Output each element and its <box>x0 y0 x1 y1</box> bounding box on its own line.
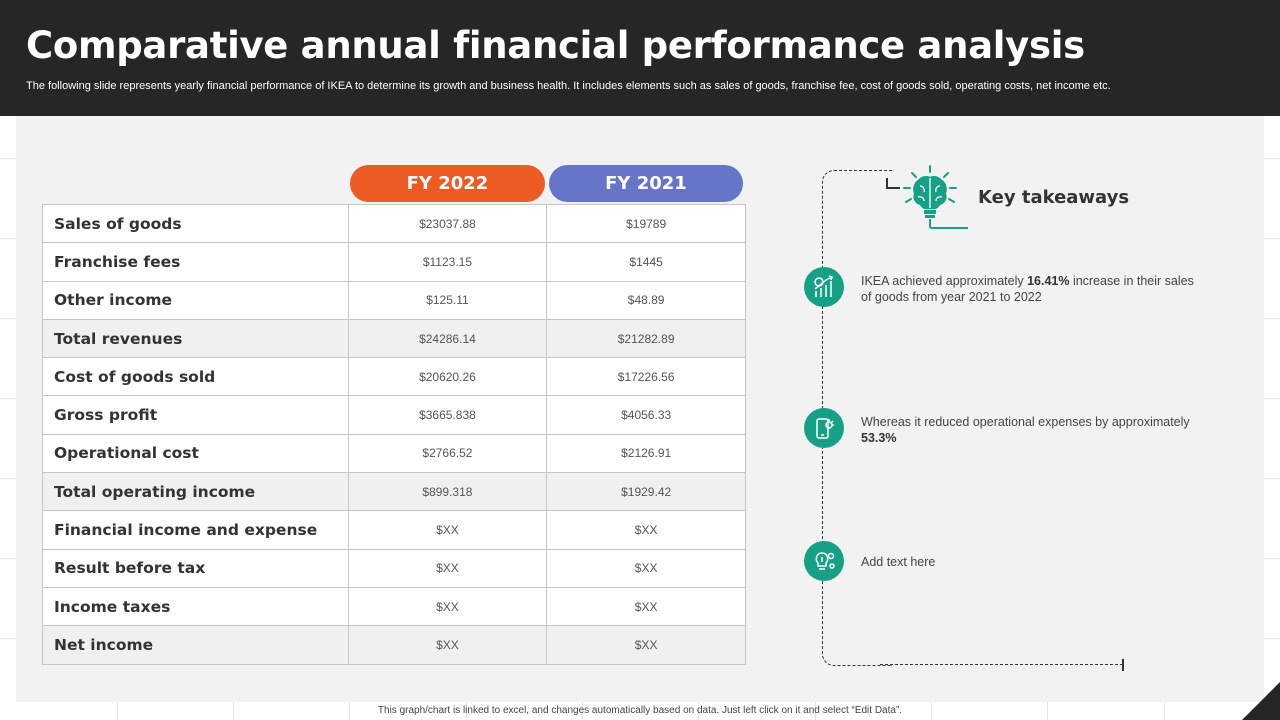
lightbulb-gears-icon <box>804 541 844 581</box>
timeline-dashed-line-bottom <box>880 664 1123 665</box>
timeline-end-tick <box>1122 659 1124 671</box>
table-row: Gross profit $3665.838 $4056.33 <box>42 395 746 435</box>
header-bar: Comparative annual financial performance… <box>0 0 1280 116</box>
table-row: Franchise fees $1123.15 $1445 <box>42 242 746 282</box>
row-label: Sales of goods <box>42 203 349 244</box>
table-row: Total revenues $24286.14 $21282.89 <box>42 318 746 359</box>
table-row: Total operating income $899.318 $1929.42 <box>42 472 746 512</box>
row-label: Total revenues <box>42 318 349 359</box>
column-header-fy2022: FY 2022 <box>350 165 545 202</box>
cell-fy2021: $2126.91 <box>546 433 746 474</box>
cell-fy2022: $125.11 <box>347 280 548 320</box>
cell-fy2021: $XX <box>546 625 746 665</box>
cell-fy2021: $XX <box>546 548 746 588</box>
row-label: Franchise fees <box>42 242 349 282</box>
table-row: Sales of goods $23037.88 $19789 <box>42 203 746 244</box>
table-row: Other income $125.11 $48.89 <box>42 280 746 320</box>
page-subtitle: The following slide represents yearly fi… <box>26 80 1111 92</box>
takeaway-text-3: Add text here <box>861 555 936 569</box>
cell-fy2021: $21282.89 <box>546 318 746 359</box>
table-row: Financial income and expense $XX $XX <box>42 510 746 550</box>
cell-fy2022: $XX <box>347 510 548 550</box>
row-label: Financial income and expense <box>42 510 349 550</box>
cell-fy2022: $XX <box>347 548 548 588</box>
page-title: Comparative annual financial performance… <box>26 24 1085 67</box>
cell-fy2021: $1445 <box>546 242 746 282</box>
corner-decoration <box>1242 682 1280 720</box>
cell-fy2022: $3665.838 <box>347 395 548 435</box>
cell-fy2022: $2766.52 <box>347 433 548 474</box>
table-row: Income taxes $XX $XX <box>42 586 746 627</box>
financial-table: Sales of goods $23037.88 $19789 Franchise f… <box>42 203 746 665</box>
brain-lightbulb-icon <box>903 165 968 229</box>
row-label: Gross profit <box>42 395 349 435</box>
growth-chart-icon <box>804 267 844 307</box>
takeaway-text-2: Whereas it reduced operational expenses … <box>861 415 1190 445</box>
row-label: Operational cost <box>42 433 349 474</box>
footnote: This graph/chart is linked to excel, and… <box>377 705 903 716</box>
mobile-settings-icon <box>804 408 844 448</box>
cell-fy2022: $23037.88 <box>347 203 548 244</box>
key-takeaways-heading: Key takeaways <box>978 187 1130 208</box>
timeline-top-tick <box>886 178 888 188</box>
cell-fy2021: $17226.56 <box>546 357 746 397</box>
table-row: Operational cost $2766.52 $2126.91 <box>42 433 746 474</box>
row-label: Income taxes <box>42 586 349 627</box>
cell-fy2021: $4056.33 <box>546 395 746 435</box>
row-label: Net income <box>42 625 349 665</box>
column-header-fy2021: FY 2021 <box>549 165 743 202</box>
cell-fy2022: $XX <box>347 586 548 627</box>
table-row: Net income $XX $XX <box>42 625 746 665</box>
row-label: Result before tax <box>42 548 349 588</box>
cell-fy2022: $1123.15 <box>347 242 548 282</box>
cell-fy2022: $20620.26 <box>347 357 548 397</box>
table-row: Cost of goods sold $20620.26 $17226.56 <box>42 357 746 397</box>
row-label: Other income <box>42 280 349 320</box>
cell-fy2021: $XX <box>546 586 746 627</box>
row-label: Cost of goods sold <box>42 357 349 397</box>
cell-fy2022: $899.318 <box>347 472 548 512</box>
cell-fy2022: $XX <box>347 625 548 665</box>
row-label: Total operating income <box>42 472 349 512</box>
timeline-top-tick-h <box>886 187 900 189</box>
cell-fy2021: $1929.42 <box>546 472 746 512</box>
cell-fy2021: $XX <box>546 510 746 550</box>
cell-fy2021: $19789 <box>546 203 746 244</box>
cell-fy2022: $24286.14 <box>347 318 548 359</box>
table-row: Result before tax $XX $XX <box>42 548 746 588</box>
takeaway-text-1: IKEA achieved approximately 16.41% incre… <box>861 274 1194 304</box>
cell-fy2021: $48.89 <box>546 280 746 320</box>
